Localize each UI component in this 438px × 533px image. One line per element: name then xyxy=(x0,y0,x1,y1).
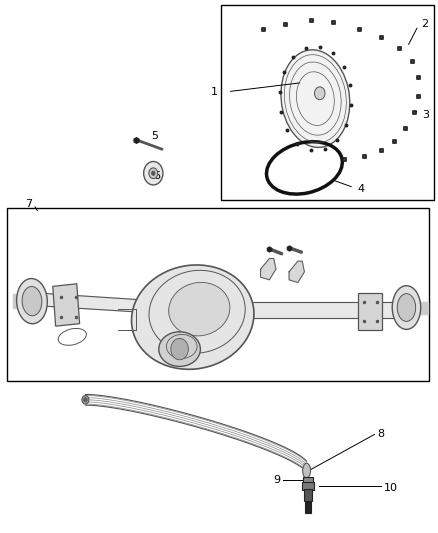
Circle shape xyxy=(82,395,89,404)
Bar xyxy=(358,293,382,330)
Circle shape xyxy=(149,168,158,179)
Circle shape xyxy=(314,87,325,100)
Text: 10: 10 xyxy=(384,483,398,492)
Bar xyxy=(221,5,434,200)
Bar xyxy=(302,482,314,490)
Text: 1: 1 xyxy=(211,87,218,96)
Text: 9: 9 xyxy=(273,475,280,484)
Text: 3: 3 xyxy=(422,110,429,119)
Text: 5: 5 xyxy=(151,131,158,141)
Ellipse shape xyxy=(131,265,254,369)
Ellipse shape xyxy=(397,294,416,321)
Text: 7: 7 xyxy=(25,199,32,208)
Bar xyxy=(305,501,311,513)
Bar xyxy=(303,477,313,483)
Ellipse shape xyxy=(281,50,350,148)
Bar xyxy=(304,489,312,501)
Circle shape xyxy=(84,398,87,402)
Text: 2: 2 xyxy=(421,19,428,29)
Ellipse shape xyxy=(17,279,47,324)
Text: 6: 6 xyxy=(153,171,160,181)
Polygon shape xyxy=(289,261,304,282)
Text: 4: 4 xyxy=(357,184,364,194)
Circle shape xyxy=(152,171,155,175)
Polygon shape xyxy=(261,259,276,280)
Ellipse shape xyxy=(159,332,200,367)
Ellipse shape xyxy=(303,463,311,478)
Circle shape xyxy=(171,338,188,360)
Ellipse shape xyxy=(22,287,42,316)
Bar xyxy=(53,284,80,326)
Circle shape xyxy=(144,161,163,185)
Polygon shape xyxy=(24,292,177,314)
Text: 8: 8 xyxy=(378,430,385,439)
Bar xyxy=(7,208,429,381)
Ellipse shape xyxy=(392,286,420,329)
Ellipse shape xyxy=(169,282,230,336)
